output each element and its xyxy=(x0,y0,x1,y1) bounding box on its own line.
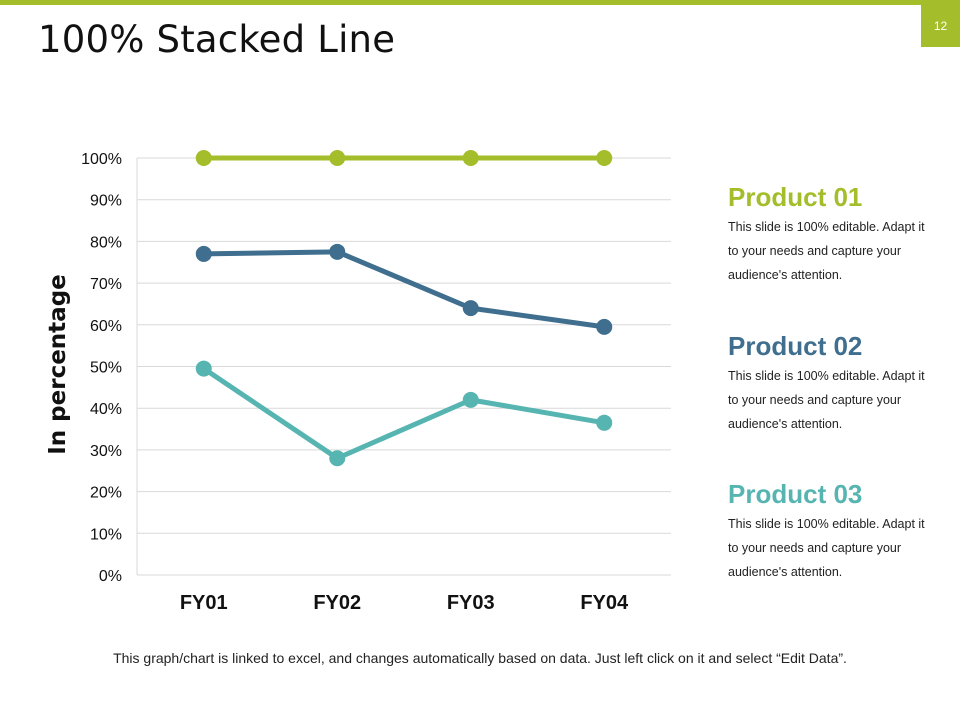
chart-series xyxy=(195,150,613,467)
series-product-02 xyxy=(195,243,613,335)
data-point xyxy=(596,414,613,431)
data-point xyxy=(462,391,479,408)
legend-product-03-name: Product 03 xyxy=(728,479,863,509)
y-tick-label: 30% xyxy=(90,443,122,460)
series-product-03 xyxy=(195,360,613,467)
data-point xyxy=(329,150,346,166)
data-point xyxy=(195,245,212,262)
data-point xyxy=(195,150,212,166)
data-point xyxy=(596,150,613,166)
data-point xyxy=(462,150,479,166)
y-tick-label: 90% xyxy=(90,193,122,210)
y-tick-label: 70% xyxy=(90,276,122,293)
legend-product-01: Product 01 This slide is 100% editable. … xyxy=(728,181,948,287)
chart-axes: 0% 10% 20% 30% 40% 50% 60% 70% 80% 90% 100% FY01 FY0… xyxy=(45,151,629,614)
y-tick-label: 40% xyxy=(90,401,122,418)
top-accent-bar xyxy=(0,0,960,5)
data-point xyxy=(462,300,479,317)
footer-note: This graph/chart is linked to excel, and… xyxy=(113,650,847,666)
data-point xyxy=(329,243,346,260)
x-tick-label: FY02 xyxy=(313,592,361,614)
legend-product-03-description: This slide is 100% editable. Adapt it to… xyxy=(728,517,925,579)
legend-product-02-description: This slide is 100% editable. Adapt it to… xyxy=(728,369,925,431)
y-tick-label: 20% xyxy=(90,485,122,502)
page-number-badge: 12 xyxy=(921,5,960,47)
chart-gridlines xyxy=(137,157,671,576)
data-point xyxy=(329,450,346,467)
legend-product-01-name: Product 01 xyxy=(728,182,863,212)
y-tick-label: 60% xyxy=(90,318,122,335)
slide-title: 100% Stacked Line xyxy=(38,18,396,61)
legend-product-03: Product 03 This slide is 100% editable. … xyxy=(728,478,948,584)
series-line xyxy=(201,366,607,461)
x-tick-label: FY01 xyxy=(180,592,228,614)
y-tick-label: 100% xyxy=(81,151,122,168)
y-tick-label: 10% xyxy=(90,526,122,543)
legend-product-02: Product 02 This slide is 100% editable. … xyxy=(728,330,948,436)
x-tick-label: FY04 xyxy=(580,592,629,614)
series-product-01 xyxy=(195,150,613,166)
x-tick-label: FY03 xyxy=(447,592,495,614)
legend-product-02-name: Product 02 xyxy=(728,331,863,361)
y-tick-label: 0% xyxy=(99,568,122,585)
data-point xyxy=(596,318,613,335)
y-axis-title: In percentage xyxy=(45,274,71,455)
legend-product-01-description: This slide is 100% editable. Adapt it to… xyxy=(728,220,925,282)
series-line xyxy=(201,249,607,330)
data-point xyxy=(195,360,212,377)
y-tick-label: 80% xyxy=(90,234,122,251)
line-chart: 0% 10% 20% 30% 40% 50% 60% 70% 80% 90% 100% FY01 FY0… xyxy=(45,150,671,614)
y-tick-label: 50% xyxy=(90,360,122,377)
